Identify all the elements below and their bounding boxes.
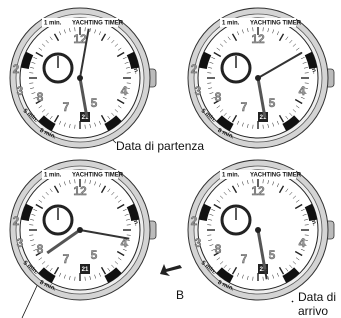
hub xyxy=(77,227,83,233)
watch: 1 min.YACHTING TIMER10 min.5 min.8 min.1… xyxy=(10,8,156,148)
numeral: 4 xyxy=(121,84,128,98)
numeral: 12 xyxy=(73,32,87,46)
hub xyxy=(255,227,261,233)
dial-text: 1 min. xyxy=(222,21,240,27)
numeral: 12 xyxy=(73,184,87,198)
arrival-dot xyxy=(292,301,293,302)
arrival-label: arrivo xyxy=(298,304,328,318)
arrival-label: Data di xyxy=(298,290,336,304)
hub xyxy=(77,75,83,81)
dial-text: YACHTING TIMER xyxy=(250,21,302,27)
numeral: 3 xyxy=(17,84,24,98)
numeral: 2 xyxy=(13,214,20,228)
dial-text: 1 min. xyxy=(44,21,62,27)
departure-label: Data di partenza xyxy=(116,139,204,153)
numeral: 2 xyxy=(191,62,198,76)
date: 21 xyxy=(82,267,89,273)
numeral: 5 xyxy=(91,248,98,262)
numeral: 3 xyxy=(195,236,202,250)
hub xyxy=(255,75,261,81)
button-label: B xyxy=(176,288,184,302)
numeral: 2 xyxy=(13,62,20,76)
numeral: 2 xyxy=(191,214,198,228)
numeral: 8 xyxy=(37,242,44,256)
dial-text: YACHTING TIMER xyxy=(250,173,302,179)
numeral: 12 xyxy=(251,32,265,46)
dial-text: YACHTING TIMER xyxy=(72,21,124,27)
numeral: 5 xyxy=(269,248,276,262)
numeral: 12 xyxy=(251,184,265,198)
numeral: 3 xyxy=(195,84,202,98)
numeral: 5 xyxy=(91,96,98,110)
button-arrow xyxy=(160,264,182,276)
numeral: 4 xyxy=(299,84,306,98)
numeral: 3 xyxy=(17,236,24,250)
numeral: 7 xyxy=(63,100,70,114)
numeral: 8 xyxy=(215,90,222,104)
numeral: 8 xyxy=(37,90,44,104)
numeral: 8 xyxy=(215,242,222,256)
dial-text: YACHTING TIMER xyxy=(72,173,124,179)
dial-text: 1 min. xyxy=(222,173,240,179)
numeral: 5 xyxy=(269,96,276,110)
numeral: 7 xyxy=(241,100,248,114)
numeral: 4 xyxy=(299,236,306,250)
numeral: 7 xyxy=(241,252,248,266)
numeral: 7 xyxy=(63,252,70,266)
watch: 1 min.YACHTING TIMER10 min.5 min.8 min.1… xyxy=(10,160,156,300)
dial-text: 1 min. xyxy=(44,173,62,179)
diagram: Data di partenza B Data di arrivo 1 min.… xyxy=(0,0,341,318)
watch: 1 min.YACHTING TIMER10 min.5 min.8 min.1… xyxy=(188,160,334,300)
